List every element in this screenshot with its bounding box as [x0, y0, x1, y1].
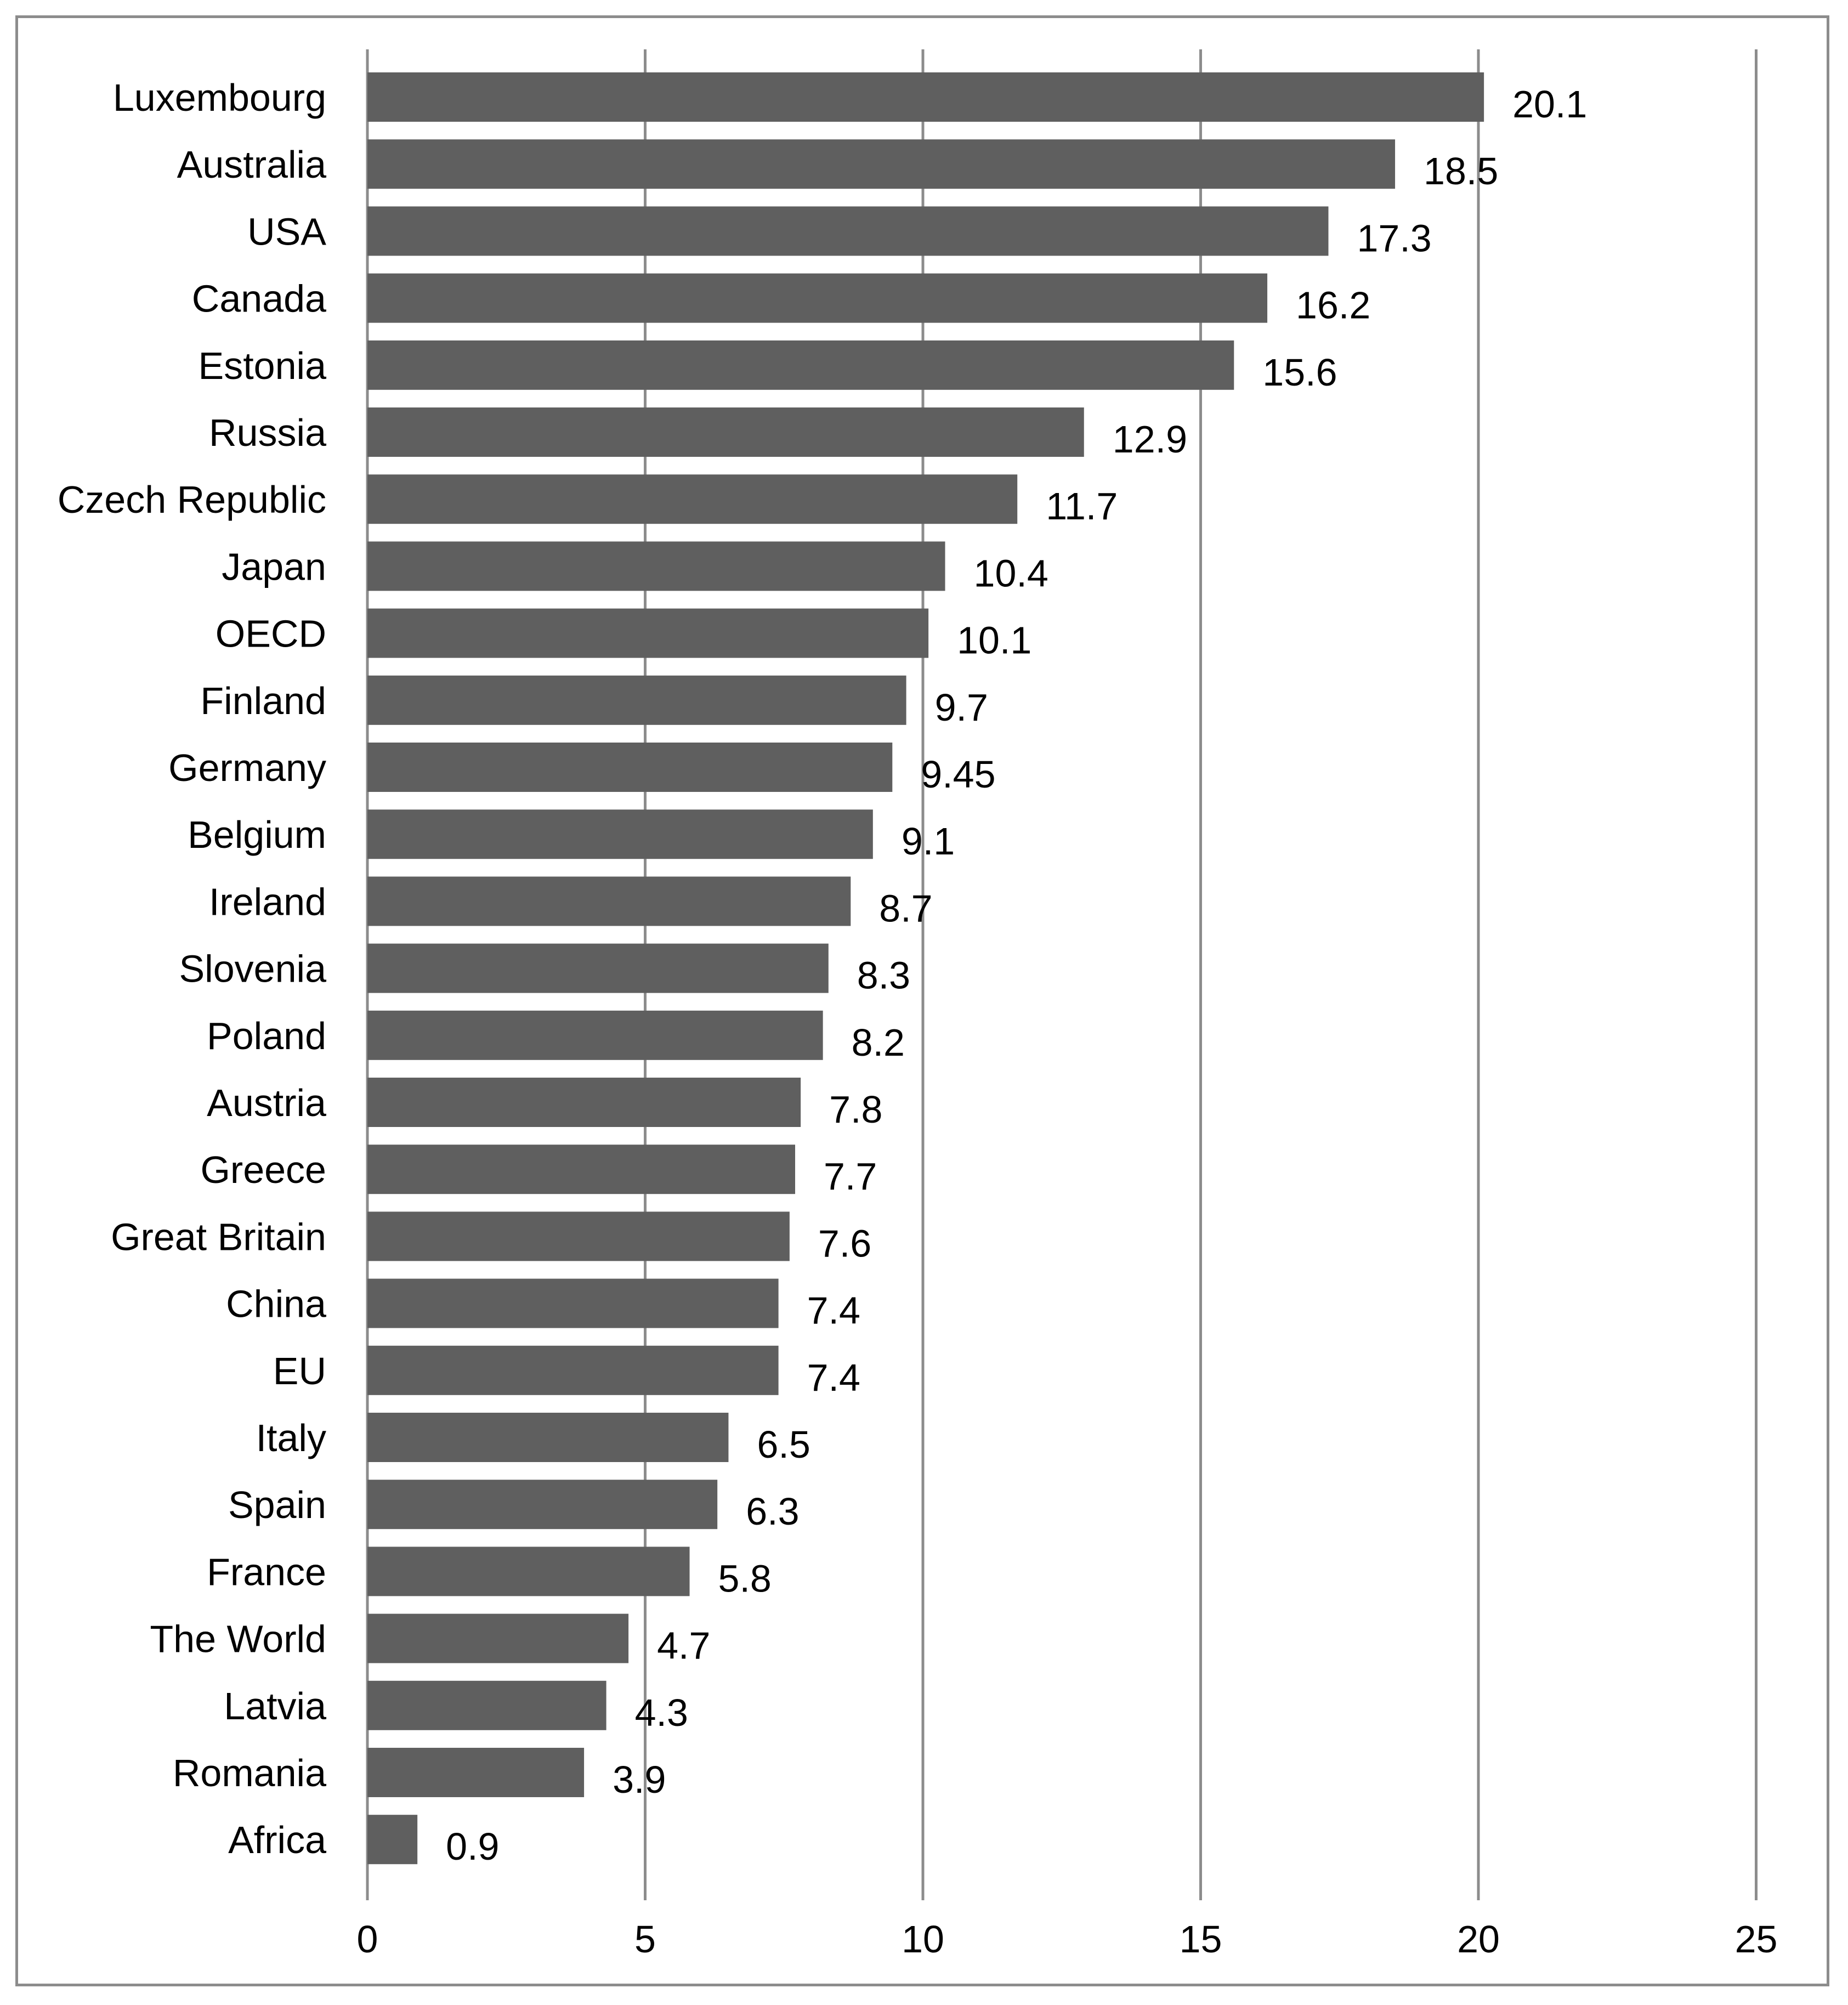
- category-label-eu: EU: [273, 1350, 326, 1392]
- value-label-greece: 7.7: [824, 1155, 877, 1198]
- bar-spain: [367, 1480, 718, 1530]
- value-label-oecd: 10.1: [957, 619, 1031, 662]
- category-labels: Luxembourg Australia USA Canada Estonia Russi…: [58, 76, 327, 1861]
- value-label-italy: 6.5: [757, 1423, 810, 1466]
- x-tick-label-10: 10: [902, 1918, 944, 1961]
- x-tick-label-25: 25: [1735, 1918, 1778, 1961]
- value-label-germany: 9.45: [921, 753, 995, 796]
- value-label-latvia: 4.3: [635, 1691, 688, 1734]
- value-labels: 20.1 18.5 17.3 16.2 15.6 12.9 11.7 10.4 10.1 9.7 9…: [446, 83, 1587, 1868]
- bar-eu: [367, 1345, 779, 1395]
- category-label-japan: Japan: [222, 545, 326, 588]
- category-label-italy: Italy: [256, 1417, 326, 1459]
- bar-russia: [367, 407, 1084, 457]
- bar-france: [367, 1547, 690, 1596]
- bar-germany: [367, 743, 893, 792]
- bar-china: [367, 1278, 779, 1328]
- bar-romania: [367, 1748, 585, 1797]
- category-label-the-world: The World: [150, 1618, 326, 1661]
- category-label-germany: Germany: [168, 746, 326, 789]
- bar-poland: [367, 1010, 823, 1060]
- category-label-poland: Poland: [207, 1015, 326, 1057]
- bar-czech-republic: [367, 474, 1018, 524]
- value-label-the-world: 4.7: [657, 1624, 710, 1667]
- value-label-great-britain: 7.6: [818, 1222, 871, 1265]
- bar-usa: [367, 206, 1329, 256]
- bar-great-britain: [367, 1211, 790, 1261]
- category-label-spain: Spain: [228, 1483, 326, 1526]
- category-label-ireland: Ireland: [209, 880, 326, 923]
- category-label-luxembourg: Luxembourg: [113, 76, 326, 119]
- value-label-canada: 16.2: [1296, 284, 1370, 327]
- value-label-slovenia: 8.3: [857, 954, 910, 997]
- value-label-austria: 7.8: [829, 1088, 882, 1131]
- bar-japan: [367, 541, 945, 591]
- category-label-usa: USA: [247, 210, 326, 253]
- category-label-oecd: OECD: [216, 613, 326, 655]
- value-label-usa: 17.3: [1357, 217, 1431, 259]
- category-label-belgium: Belgium: [188, 813, 326, 856]
- category-label-russia: Russia: [209, 411, 326, 454]
- value-label-estonia: 15.6: [1262, 351, 1337, 394]
- bar-slovenia: [367, 943, 829, 993]
- bar-italy: [367, 1413, 729, 1462]
- bar-estonia: [367, 340, 1234, 390]
- bar-the-world: [367, 1613, 629, 1663]
- value-label-finland: 9.7: [935, 686, 988, 729]
- category-label-china: China: [226, 1283, 326, 1326]
- category-label-finland: Finland: [200, 679, 326, 722]
- value-label-russia: 12.9: [1113, 418, 1187, 461]
- category-label-canada: Canada: [192, 277, 326, 320]
- category-label-greece: Greece: [200, 1148, 326, 1191]
- category-label-africa: Africa: [228, 1819, 326, 1861]
- category-label-estonia: Estonia: [199, 344, 327, 387]
- category-label-austria: Austria: [207, 1081, 326, 1124]
- bar-oecd: [367, 608, 929, 658]
- bar-ireland: [367, 876, 851, 926]
- value-label-belgium: 9.1: [902, 820, 955, 863]
- value-label-poland: 8.2: [852, 1021, 905, 1064]
- bar-belgium: [367, 809, 873, 859]
- bar-greece: [367, 1145, 796, 1194]
- bar-austria: [367, 1078, 801, 1127]
- x-tick-label-0: 0: [357, 1918, 378, 1961]
- value-label-ireland: 8.7: [879, 887, 932, 930]
- bar-luxembourg: [367, 72, 1484, 122]
- x-tick-label-15: 15: [1180, 1918, 1222, 1961]
- value-label-australia: 18.5: [1424, 150, 1498, 192]
- x-axis-tick-labels: 0 5 10 15 20 25: [357, 1918, 1778, 1961]
- category-label-slovenia: Slovenia: [179, 948, 326, 990]
- category-label-great-britain: Great Britain: [111, 1215, 326, 1258]
- bar-africa: [367, 1815, 418, 1865]
- category-label-romania: Romania: [173, 1752, 326, 1794]
- category-label-latvia: Latvia: [224, 1685, 326, 1728]
- value-label-africa: 0.9: [446, 1825, 499, 1868]
- bar-finland: [367, 675, 906, 725]
- value-label-luxembourg: 20.1: [1512, 83, 1587, 126]
- x-tick-label-5: 5: [634, 1918, 656, 1961]
- bar-canada: [367, 273, 1268, 323]
- bar-latvia: [367, 1680, 606, 1730]
- category-label-france: France: [207, 1550, 326, 1593]
- x-tick-label-20: 20: [1457, 1918, 1500, 1961]
- category-label-australia: Australia: [177, 143, 326, 186]
- bar-australia: [367, 139, 1396, 189]
- value-label-china: 7.4: [807, 1289, 860, 1332]
- value-label-spain: 6.3: [746, 1490, 799, 1533]
- category-label-czech-republic: Czech Republic: [58, 478, 326, 521]
- value-label-japan: 10.4: [974, 552, 1048, 594]
- bars: [367, 72, 1484, 1865]
- value-label-eu: 7.4: [807, 1356, 860, 1399]
- value-label-czech-republic: 11.7: [1046, 485, 1118, 528]
- value-label-france: 5.8: [718, 1557, 772, 1600]
- value-label-romania: 3.9: [613, 1758, 666, 1801]
